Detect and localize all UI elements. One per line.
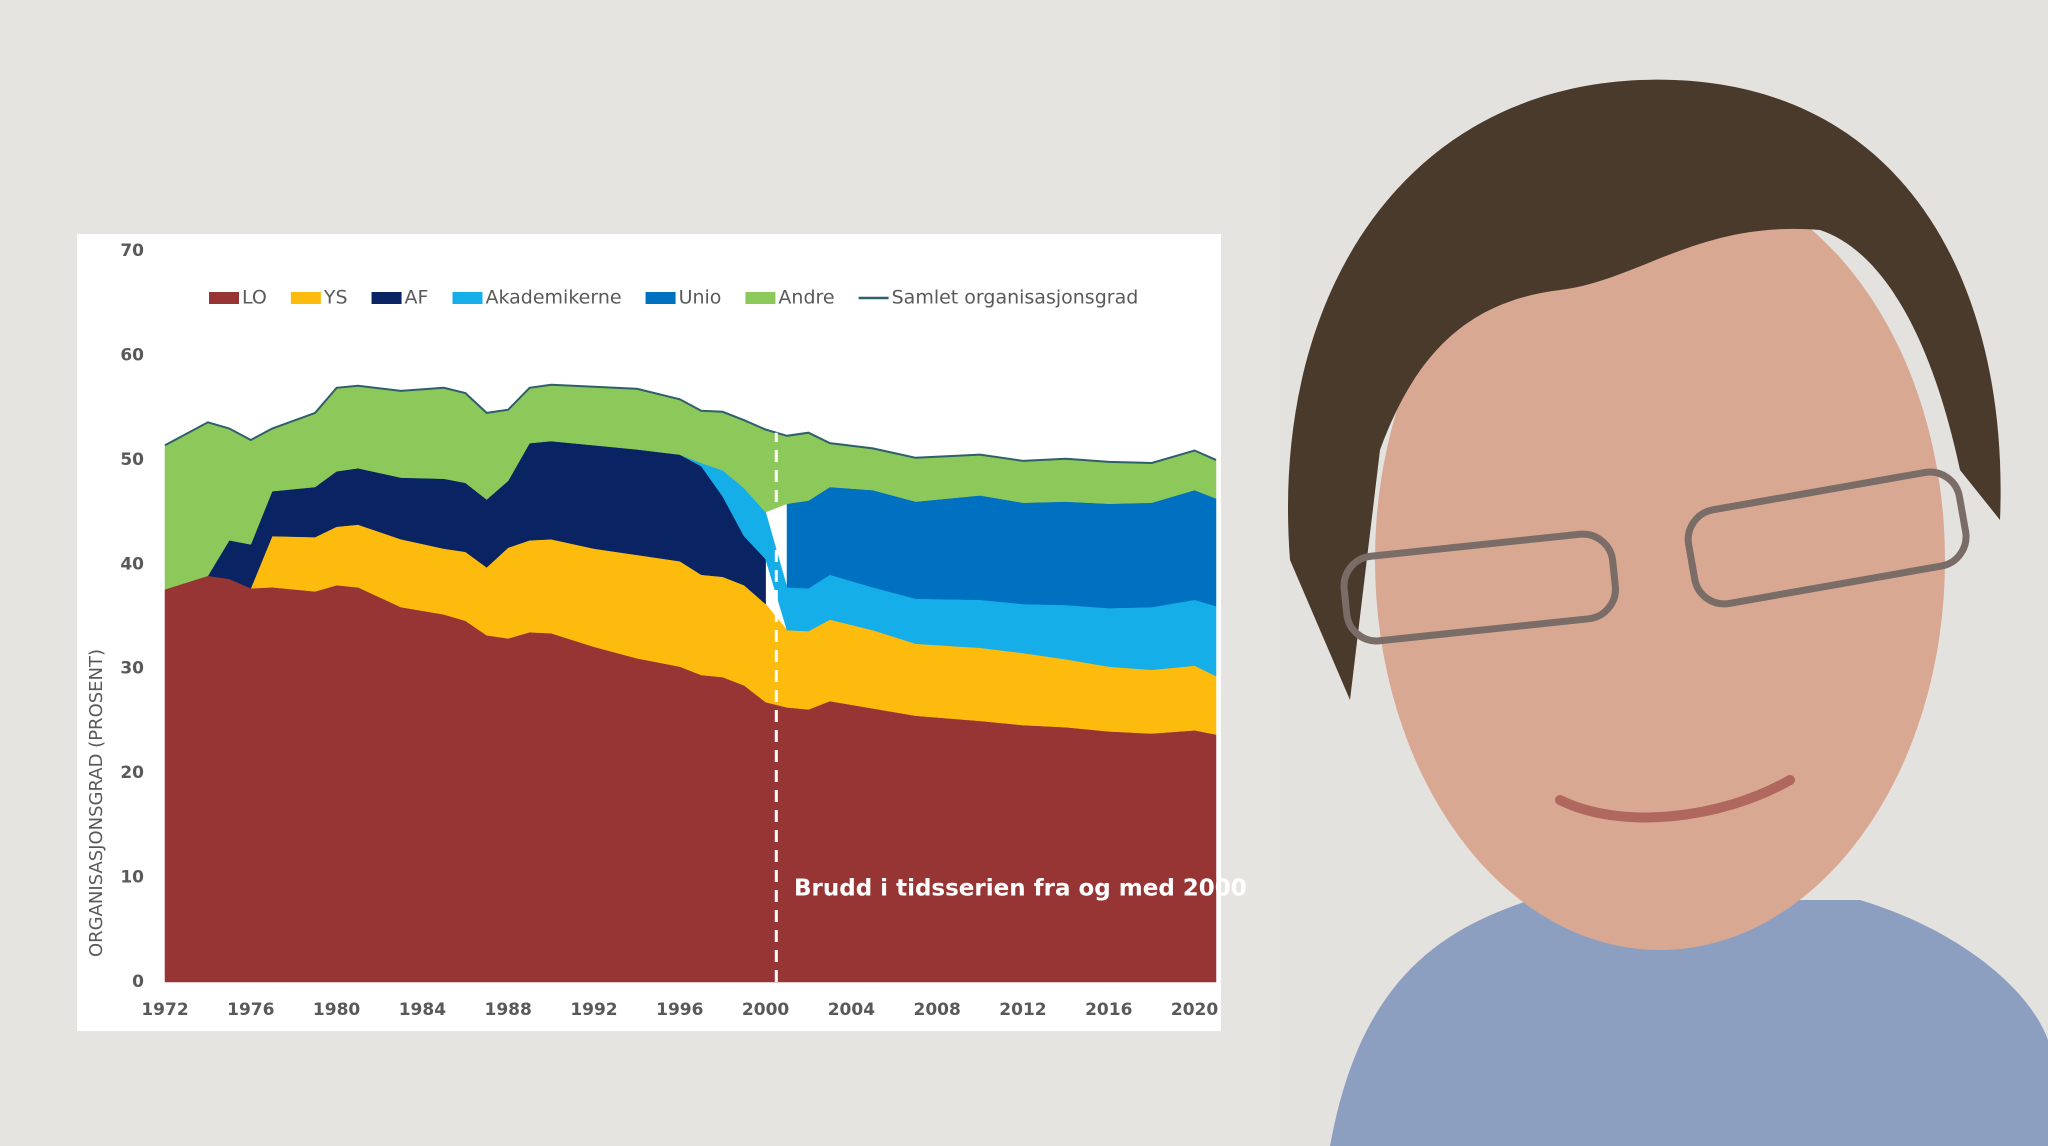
x-tick-label: 2016 — [1085, 1000, 1132, 1020]
y-tick-label: 10 — [120, 868, 144, 888]
glasses-right — [1684, 468, 1970, 608]
x-tick-label: 2020 — [1171, 1000, 1218, 1020]
y-tick-label: 0 — [132, 972, 144, 992]
legend-swatch — [745, 292, 776, 304]
hair — [1287, 79, 2001, 700]
areas — [164, 384, 1217, 983]
x-tick-label: 2000 — [742, 1000, 789, 1020]
x-tick-label: 1988 — [485, 1000, 532, 1020]
x-tick-label: 2012 — [999, 1000, 1046, 1020]
y-tick-label: 20 — [120, 763, 144, 783]
x-tick-label: 2004 — [828, 1000, 875, 1020]
x-tick-label: 1980 — [313, 1000, 360, 1020]
mouth — [1555, 775, 1795, 823]
legend-label: Andre — [778, 287, 834, 309]
y-tick-label: 70 — [120, 241, 144, 261]
legend-label: Akademikerne — [485, 287, 621, 309]
legend-swatch — [645, 292, 676, 304]
legend-swatch — [452, 292, 483, 304]
legend-label: Unio — [679, 287, 722, 309]
legend-swatch — [290, 292, 321, 304]
annotation: Brudd i tidsserien fra og med 2000 — [794, 876, 1247, 902]
portrait-photo — [1280, 0, 2048, 1146]
x-tick-label: 2008 — [913, 1000, 960, 1020]
x-tick-label: 1972 — [141, 1000, 188, 1020]
x-tick-label: 1996 — [656, 1000, 703, 1020]
total-line — [164, 383, 1217, 465]
x-tick-label: 1992 — [570, 1000, 617, 1020]
y-axis-label: ORGANISASJONSGRAD (PROSENT) — [86, 649, 107, 957]
legend-swatch — [209, 292, 239, 304]
y-tick-label: 30 — [120, 659, 144, 679]
legend-label: LO — [242, 287, 267, 309]
legend-label: AF — [405, 287, 429, 309]
legend-label: YS — [323, 287, 348, 309]
legend-swatch — [371, 292, 402, 304]
y-tick-label: 50 — [120, 450, 144, 470]
glasses-left — [1340, 530, 1619, 645]
y-tick-label: 40 — [120, 554, 144, 574]
x-tick-label: 1976 — [227, 1000, 274, 1020]
shirt — [1330, 900, 2048, 1146]
face — [1375, 170, 1945, 950]
y-tick-label: 60 — [120, 345, 144, 365]
chart: ORGANISASJONSGRAD (PROSENT) 0 10 20 30 40 50 6… — [86, 241, 1247, 1020]
legend-label: Samlet organisasjonsgrad — [892, 287, 1139, 309]
x-tick-label: 1984 — [399, 1000, 446, 1020]
